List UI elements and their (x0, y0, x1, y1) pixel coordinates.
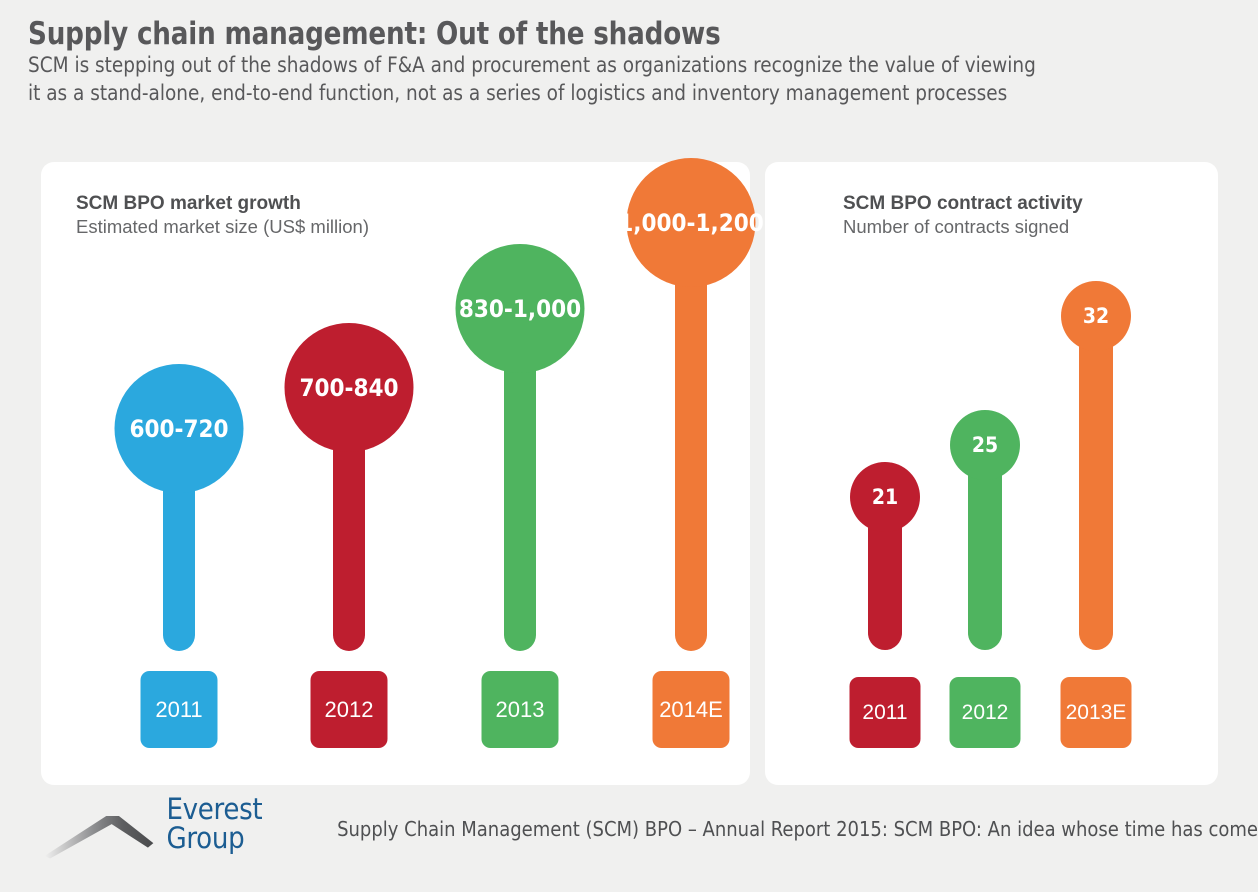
value-bubble[interactable]: 1,000-1,200 (618, 158, 764, 287)
year-label: 2012 (324, 696, 374, 722)
value-label: 32 (1082, 303, 1110, 328)
panel-left-heading: SCM BPO market growth Estimated market s… (76, 192, 369, 238)
value-bubble[interactable]: 25 (950, 410, 1020, 480)
year-label: 2013E (1065, 701, 1127, 724)
page-title: Supply chain management: Out of the shad… (28, 16, 721, 52)
everest-group-logo: Everest Group (41, 795, 331, 862)
year-label: 2014E (659, 696, 723, 722)
page-header: Supply chain management: Out of the shad… (28, 16, 1238, 108)
lollipop-stem (504, 364, 536, 651)
year-label-box[interactable]: 2012 (310, 671, 388, 748)
page-subtitle-line-2: it as a stand-alone, end-to-end function… (28, 81, 1008, 106)
value-bubble[interactable]: 600-720 (114, 364, 244, 493)
lollipop-chart-market-growth: 600-720 2011 700-840 2012 830-1,000 2013 1,000… (41, 158, 764, 785)
panel-contract-activity: SCM BPO contract activity Number of cont… (765, 162, 1218, 785)
page-subtitle-line-1: SCM is stepping out of the shadows of F&… (28, 53, 1036, 78)
value-bubble[interactable]: 32 (1061, 281, 1131, 351)
year-label: 2011 (862, 701, 908, 724)
value-bubble[interactable]: 830-1,000 (455, 244, 585, 373)
year-label-box[interactable]: 2011 (140, 671, 218, 748)
lollipop-chart-contract-activity: 21 2011 25 2012 32 2013E (765, 162, 1218, 785)
year-label-box[interactable]: 2011 (849, 677, 921, 748)
footer: Everest Group Supply Chain Management (S… (41, 795, 1258, 865)
value-label: 25 (971, 432, 999, 457)
panel-right-title: SCM BPO contract activity (843, 193, 1083, 214)
year-label: 2011 (155, 696, 203, 722)
year-label: 2012 (961, 701, 1009, 724)
panel-right-heading: SCM BPO contract activity Number of cont… (843, 192, 1083, 238)
mountain-peak-icon (44, 815, 154, 859)
value-bubble[interactable]: 21 (850, 462, 920, 532)
year-label: 2013 (495, 696, 545, 722)
year-label-box[interactable]: 2013E (1060, 677, 1132, 748)
year-label-box[interactable]: 2014E (652, 671, 730, 748)
panel-left-title: SCM BPO market growth (76, 193, 301, 214)
value-bubble[interactable]: 700-840 (284, 323, 414, 452)
lollipop-stem (675, 278, 707, 651)
year-label-box[interactable]: 2012 (949, 677, 1021, 748)
value-label: 600-720 (129, 414, 229, 443)
logo-wordmark: Everest Group (166, 792, 263, 855)
panel-market-growth: SCM BPO market growth Estimated market s… (41, 158, 764, 785)
lollipop-stem (163, 484, 195, 651)
value-label: 830-1,000 (458, 294, 582, 323)
value-label: 1,000-1,200 (618, 208, 764, 237)
source-note: Supply Chain Management (SCM) BPO – Annu… (337, 817, 1258, 841)
lollipop-stem (333, 443, 365, 651)
page-subtitle: SCM is stepping out of the shadows of F&… (28, 52, 1203, 108)
year-label-box[interactable]: 2013 (481, 671, 559, 748)
value-label: 21 (871, 484, 899, 509)
panel-right-subtitle: Number of contracts signed (843, 215, 1070, 237)
value-label: 700-840 (299, 373, 399, 402)
panel-left-subtitle: Estimated market size (US$ million) (76, 215, 369, 237)
lollipop-stem (1079, 316, 1113, 650)
